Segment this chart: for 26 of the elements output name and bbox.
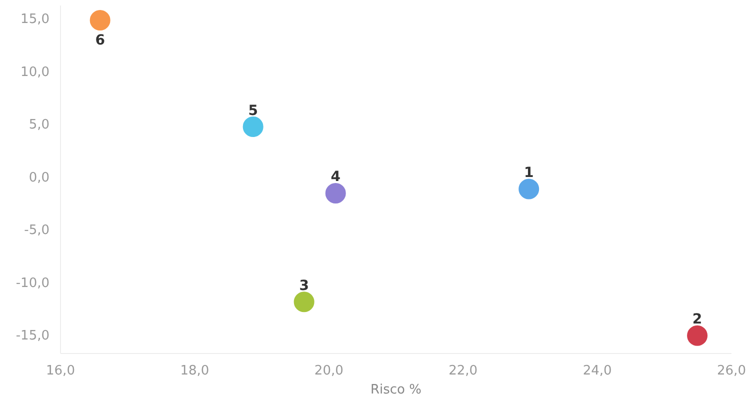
x-tick-label: 24,0	[582, 364, 612, 378]
x-tick-label: 20,0	[314, 364, 344, 378]
x-tick-label: 22,0	[448, 364, 478, 378]
point	[88, 8, 112, 32]
point	[517, 177, 541, 201]
annotation: 4	[330, 169, 341, 186]
x-tick-label: 26,0	[717, 364, 746, 378]
annotation: 3	[299, 278, 309, 294]
annotation: 1	[524, 164, 534, 181]
annotation: 2	[692, 312, 702, 328]
y-tick-label: -15,0	[16, 328, 50, 344]
y-tick-label: 10,0	[20, 64, 50, 80]
y-tick-label: 15,0	[20, 12, 50, 28]
x-axis-title: Risco %	[370, 382, 422, 398]
x-tick-label: 16,0	[46, 364, 75, 378]
y-tick-label: -5,0	[24, 223, 50, 238]
y-tick-label: -10,0	[16, 276, 50, 291]
point	[324, 181, 348, 205]
y-tick-label: 5,0	[28, 118, 50, 133]
point	[292, 290, 316, 314]
y-tick-label: 0,0	[28, 170, 50, 186]
annotation: 6	[95, 32, 105, 48]
point	[241, 115, 265, 138]
x-tick-label: 18,0	[180, 364, 210, 378]
annotation: 5	[248, 102, 258, 119]
point	[686, 324, 710, 348]
